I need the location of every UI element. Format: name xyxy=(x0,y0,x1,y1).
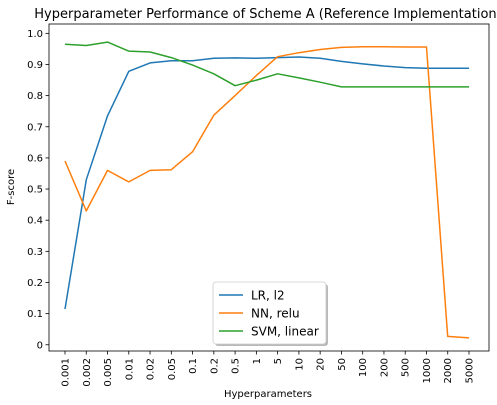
y-tick-label: 0.8 xyxy=(27,91,43,102)
x-tick-label: 2000 xyxy=(443,358,454,383)
chart-title: Hyperparameter Performance of Scheme A (… xyxy=(34,7,497,22)
legend-label-1: LR, l2 xyxy=(251,289,285,303)
x-tick-label: 0.005 xyxy=(103,358,114,387)
x-tick-label: 1 xyxy=(252,358,263,364)
y-tick-label: 0.2 xyxy=(27,278,43,289)
y-tick-label: 1.0 xyxy=(27,29,43,40)
plot-frame xyxy=(48,23,490,352)
x-axis-label: Hyperparameters xyxy=(224,389,312,400)
plot-area: 0 0.1 0.2 0.3 0.4 0.5 0.6 0.7 0.8 0.9 1.0 0.001 0.00… xyxy=(27,23,490,387)
y-tick-label: 0.7 xyxy=(27,122,43,133)
y-tick-label: 0.3 xyxy=(27,247,43,258)
x-tick-label: 100 xyxy=(358,358,369,377)
x-tick-label: 0.001 xyxy=(61,358,72,387)
x-tick-label: 5000 xyxy=(465,358,476,383)
x-tick-label: 0.02 xyxy=(146,358,157,380)
x-tick-label: 0.5 xyxy=(231,358,242,374)
series-line-1 xyxy=(64,56,469,310)
x-tick-label: 0.002 xyxy=(82,358,93,387)
x-tick-label: 1000 xyxy=(422,358,433,383)
series-line-2 xyxy=(64,45,470,339)
y-axis-label: F-score xyxy=(6,169,17,205)
legend-box xyxy=(212,281,327,345)
x-tick-label: 20 xyxy=(316,358,327,371)
x-tick-label: 200 xyxy=(379,358,390,377)
y-tick-label: 0.4 xyxy=(27,216,43,227)
x-tick-label: 500 xyxy=(401,358,412,377)
series-line-3 xyxy=(64,41,469,88)
x-tick-label: 0.1 xyxy=(188,358,199,374)
y-tick-label: 0.6 xyxy=(27,153,43,164)
y-tick-label: 0.9 xyxy=(27,60,43,71)
x-tick-label: 50 xyxy=(337,358,348,371)
legend-label-2: NN, relu xyxy=(251,307,300,321)
x-tick-label: 10 xyxy=(294,358,305,371)
y-tick-label: 0 xyxy=(37,340,43,351)
x-tick-label: 0.01 xyxy=(124,358,135,380)
y-tick-label: 0.1 xyxy=(27,309,43,320)
x-tick-label: 5 xyxy=(273,358,284,364)
x-tick-label: 0.05 xyxy=(167,358,178,380)
y-tick-label: 0.5 xyxy=(27,185,43,196)
x-tick-label: 0.2 xyxy=(209,358,220,374)
legend-label-3: SVM, linear xyxy=(251,325,319,339)
